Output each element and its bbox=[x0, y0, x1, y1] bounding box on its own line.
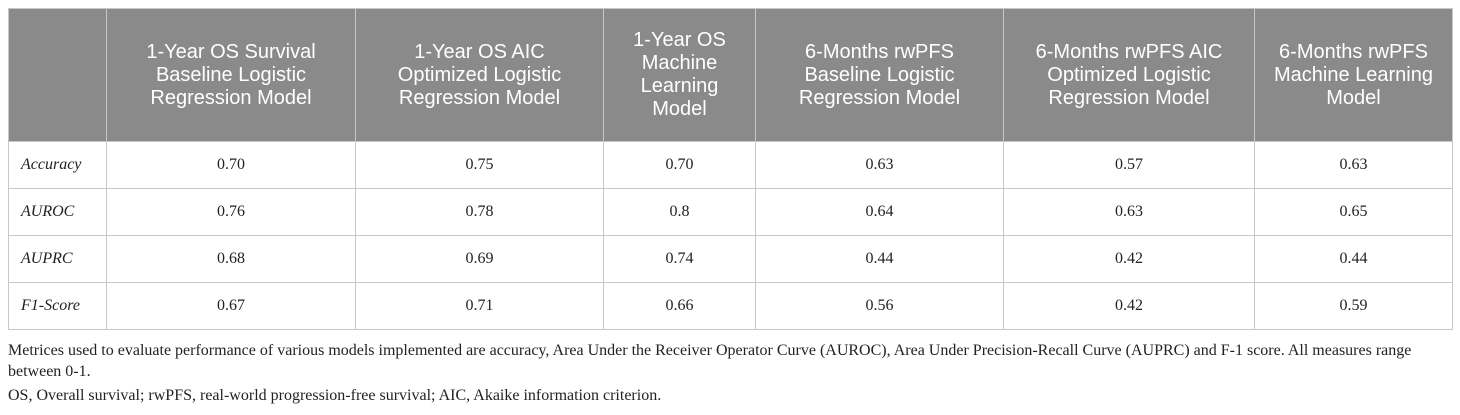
table-cell: 0.67 bbox=[106, 282, 356, 330]
table-cell: 0.71 bbox=[355, 282, 604, 330]
table-cell: 0.74 bbox=[603, 235, 756, 283]
column-header: 6-Months rwPFS Machine Learning Model bbox=[1254, 8, 1453, 142]
table-cell: 0.65 bbox=[1254, 188, 1453, 236]
table-cell: 0.69 bbox=[355, 235, 604, 283]
table-cell: 0.42 bbox=[1003, 282, 1255, 330]
table-row: AUPRC 0.68 0.69 0.74 0.44 0.42 0.44 bbox=[8, 235, 1453, 283]
table-cell: 0.75 bbox=[355, 141, 604, 189]
table-cell: 0.8 bbox=[603, 188, 756, 236]
table-footnote: Metrices used to evaluate performance of… bbox=[8, 340, 1452, 406]
table-cell: 0.56 bbox=[755, 282, 1004, 330]
column-header: 6-Months rwPFS AIC Optimized Logistic Re… bbox=[1003, 8, 1255, 142]
table-cell: 0.64 bbox=[755, 188, 1004, 236]
column-header: 6-Months rwPFS Baseline Logistic Regress… bbox=[755, 8, 1004, 142]
table-cell: 0.57 bbox=[1003, 141, 1255, 189]
column-header: 1-Year OS Machine Learning Model bbox=[603, 8, 756, 142]
table-cell: 0.44 bbox=[1254, 235, 1453, 283]
table-cell: 0.63 bbox=[755, 141, 1004, 189]
table-cell: 0.63 bbox=[1254, 141, 1453, 189]
table-cell: 0.70 bbox=[603, 141, 756, 189]
table-container: 1-Year OS Survival Baseline Logistic Reg… bbox=[8, 8, 1453, 406]
footnote-description: Metrices used to evaluate performance of… bbox=[8, 342, 1412, 380]
table-row: Accuracy 0.70 0.75 0.70 0.63 0.57 0.63 bbox=[8, 141, 1453, 189]
model-metrics-table: 1-Year OS Survival Baseline Logistic Reg… bbox=[8, 8, 1453, 330]
footnote-abbreviations: OS, Overall survival; rwPFS, real-world … bbox=[8, 387, 662, 404]
table-cell: 0.70 bbox=[106, 141, 356, 189]
header-row: 1-Year OS Survival Baseline Logistic Reg… bbox=[8, 8, 1453, 142]
column-header: 1-Year OS AIC Optimized Logistic Regress… bbox=[355, 8, 604, 142]
row-label: AUROC bbox=[8, 188, 107, 236]
table-cell: 0.44 bbox=[755, 235, 1004, 283]
row-label: Accuracy bbox=[8, 141, 107, 189]
table-row: F1-Score 0.67 0.71 0.66 0.56 0.42 0.59 bbox=[8, 282, 1453, 330]
table-cell: 0.63 bbox=[1003, 188, 1255, 236]
table-cell: 0.76 bbox=[106, 188, 356, 236]
corner-header-cell bbox=[8, 8, 107, 142]
table-row: AUROC 0.76 0.78 0.8 0.64 0.63 0.65 bbox=[8, 188, 1453, 236]
table-cell: 0.59 bbox=[1254, 282, 1453, 330]
table-cell: 0.66 bbox=[603, 282, 756, 330]
column-header: 1-Year OS Survival Baseline Logistic Reg… bbox=[106, 8, 356, 142]
row-label: F1-Score bbox=[8, 282, 107, 330]
table-cell: 0.78 bbox=[355, 188, 604, 236]
row-label: AUPRC bbox=[8, 235, 107, 283]
table-cell: 0.68 bbox=[106, 235, 356, 283]
table-cell: 0.42 bbox=[1003, 235, 1255, 283]
